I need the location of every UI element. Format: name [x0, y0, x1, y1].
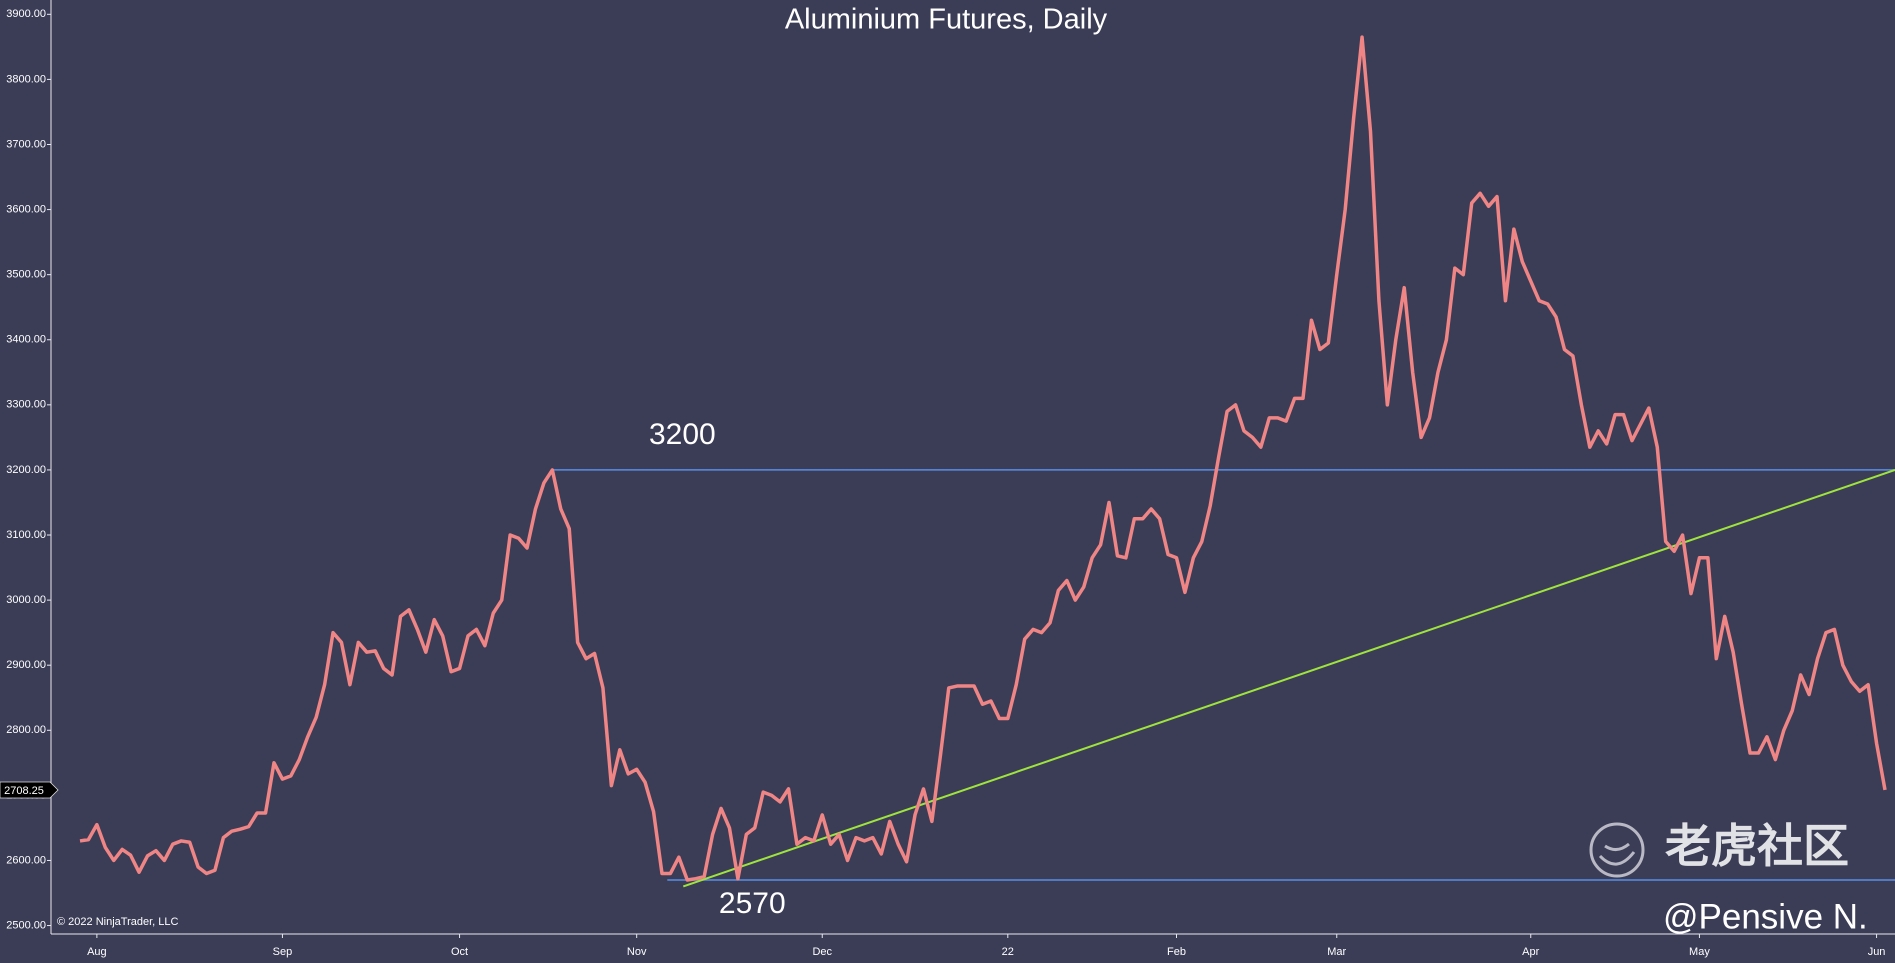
y-tick-label: 2900.00: [6, 659, 46, 671]
x-tick-label: Nov: [627, 946, 647, 958]
level-label: 2570: [719, 887, 786, 920]
watermark-text: 老虎社区: [1665, 820, 1849, 872]
last-price-label: 2708.25: [4, 785, 44, 797]
x-tick-label: Sep: [273, 946, 293, 958]
chart-title: Aluminium Futures, Daily: [785, 4, 1108, 36]
x-tick-label: Jun: [1868, 946, 1886, 958]
y-tick-label: 2600.00: [6, 854, 46, 866]
x-tick-label: Apr: [1522, 946, 1539, 958]
y-tick-label: 3300.00: [6, 399, 46, 411]
x-tick-label: Dec: [812, 946, 832, 958]
y-tick-label: 3700.00: [6, 138, 46, 150]
x-tick-label: Aug: [87, 946, 107, 958]
y-tick-label: 3400.00: [6, 334, 46, 346]
watermark-handle: @Pensive N.: [1663, 897, 1868, 936]
y-tick-label: 3800.00: [6, 73, 46, 85]
y-tick-label: 3000.00: [6, 594, 46, 606]
x-tick-label: Feb: [1167, 946, 1186, 958]
x-tick-label: Mar: [1327, 946, 1346, 958]
y-tick-label: 2800.00: [6, 724, 46, 736]
y-tick-label: 3500.00: [6, 269, 46, 281]
x-tick-label: Oct: [451, 946, 468, 958]
trendline: [682, 468, 1895, 888]
watermark-logo: [1589, 822, 1645, 878]
x-tick-label: 22: [1002, 946, 1014, 958]
y-tick-label: 3200.00: [6, 464, 46, 476]
price-line: [79, 35, 1887, 882]
y-tick-label: 3900.00: [6, 8, 46, 20]
y-tick-label: 2500.00: [6, 919, 46, 931]
x-tick-label: May: [1689, 946, 1710, 958]
copyright: © 2022 NinjaTrader, LLC: [57, 916, 178, 928]
y-tick-label: 3100.00: [6, 529, 46, 541]
last-price-marker: [0, 781, 59, 799]
level-label: 3200: [649, 418, 716, 451]
y-tick-label: 3600.00: [6, 203, 46, 215]
